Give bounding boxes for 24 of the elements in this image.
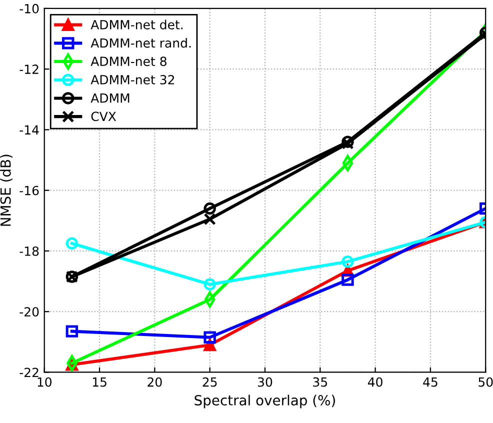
legend-label: ADMM-net rand. [90, 38, 191, 48]
legend-label: ADMM-net 32 [90, 74, 174, 84]
y-tick-label: -10 [20, 4, 39, 14]
legend-label: ADMM [90, 93, 130, 103]
x-tick-label: 35 [313, 377, 328, 387]
x-tick-label: 15 [92, 377, 106, 387]
y-axis-title: NMSE (dB) [0, 154, 12, 226]
x-axis-title: Spectral overlap (%) [194, 394, 335, 408]
x-tick-label: 40 [368, 377, 382, 387]
y-tick-label: -20 [20, 307, 39, 317]
x-tick-label: 45 [423, 377, 438, 387]
x-tick-label: 50 [478, 377, 493, 387]
legend-label: CVX [91, 112, 116, 122]
x-tick-label: 30 [258, 377, 272, 387]
legend-label: ADMM-net 8 [90, 56, 166, 66]
y-tick-label: -22 [20, 368, 38, 377]
y-tick-label: -14 [20, 125, 39, 134]
y-tick-label: -18 [20, 246, 39, 256]
x-tick-label: 10 [38, 377, 52, 387]
y-tick-label: -12 [20, 64, 38, 74]
x-tick-label: 20 [148, 377, 162, 387]
y-tick-label: -16 [20, 186, 39, 196]
x-tick-label: 25 [202, 377, 217, 387]
legend-label: ADMM-net det. [90, 20, 183, 30]
